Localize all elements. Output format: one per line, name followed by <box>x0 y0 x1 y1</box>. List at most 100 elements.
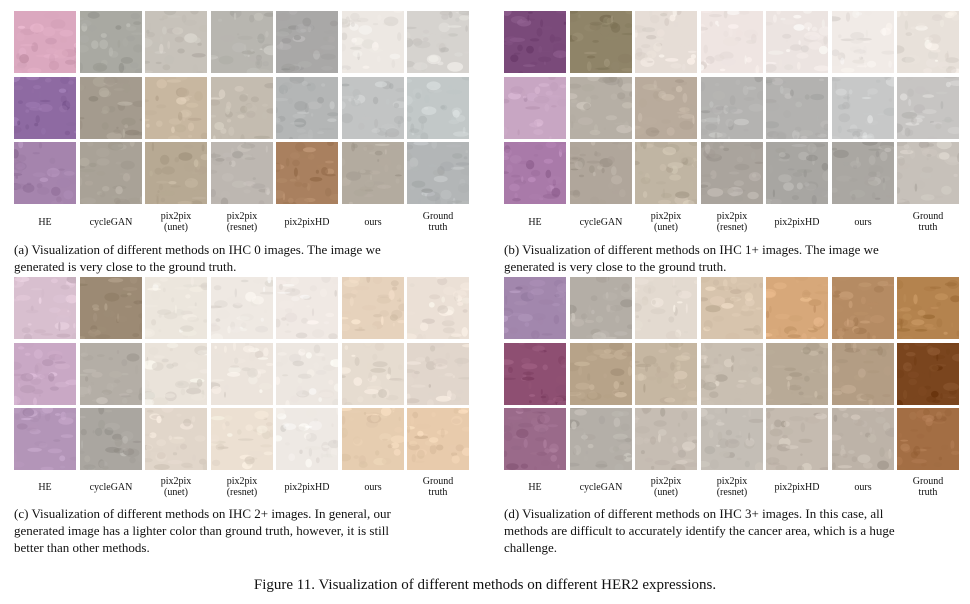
image-tile <box>701 408 763 470</box>
column-label-line: truth <box>918 222 938 233</box>
image-tile <box>897 277 959 339</box>
image-tile <box>14 11 76 73</box>
image-tile <box>211 142 273 204</box>
column-label-line: HE <box>38 217 52 228</box>
image-tile <box>14 343 76 405</box>
image-tile <box>276 142 338 204</box>
column-label-line: pix2pixHD <box>774 482 820 493</box>
column-label-line: (resnet) <box>716 222 748 233</box>
image-tile <box>570 77 632 139</box>
column-label: pix2pix (resnet) <box>211 211 273 233</box>
column-label-line: (unet) <box>164 487 188 498</box>
column-label-line: truth <box>918 487 938 498</box>
column-label: cycleGAN <box>80 217 142 228</box>
image-tile <box>701 142 763 204</box>
image-tile <box>145 142 207 204</box>
column-label: ours <box>832 217 894 228</box>
image-tile <box>14 277 76 339</box>
column-label-line: (resnet) <box>226 487 258 498</box>
panel-d-caption-line: methods are difficult to accurately iden… <box>504 523 895 538</box>
image-tile <box>897 343 959 405</box>
image-tile <box>832 343 894 405</box>
column-label: cycleGAN <box>570 217 632 228</box>
column-label-line: (resnet) <box>716 487 748 498</box>
image-tile <box>504 11 566 73</box>
panel-d-caption: (d) Visualization of different methods o… <box>504 505 960 556</box>
image-tile <box>276 343 338 405</box>
panel-b-caption-line: (b) Visualization of different methods o… <box>504 242 879 257</box>
panel-b-column-labels: HE cycleGAN pix2pix (unet) pix2pix (resnet) pi… <box>504 211 960 241</box>
column-label-line: HE <box>528 217 542 228</box>
image-tile <box>635 343 697 405</box>
image-tile <box>80 408 142 470</box>
column-label-line: pix2pixHD <box>284 217 330 228</box>
column-label-line: ours <box>364 482 382 493</box>
column-label-line: pix2pix <box>716 476 748 487</box>
panel-b-caption: (b) Visualization of different methods o… <box>504 241 960 275</box>
image-tile <box>570 343 632 405</box>
column-label: pix2pixHD <box>766 482 828 493</box>
image-tile <box>766 11 828 73</box>
image-tile <box>80 277 142 339</box>
image-tile <box>276 77 338 139</box>
image-tile <box>407 77 469 139</box>
image-tile <box>145 343 207 405</box>
image-tile <box>897 142 959 204</box>
image-tile <box>832 77 894 139</box>
image-tile <box>832 408 894 470</box>
column-label: pix2pix (resnet) <box>701 211 763 233</box>
image-tile <box>145 408 207 470</box>
image-tile <box>80 343 142 405</box>
column-label-line: (resnet) <box>226 222 258 233</box>
image-tile <box>145 277 207 339</box>
column-label: pix2pix (unet) <box>145 211 207 233</box>
column-label: pix2pix (resnet) <box>211 476 273 498</box>
image-tile <box>342 408 404 470</box>
column-label: cycleGAN <box>570 482 632 493</box>
image-tile <box>407 142 469 204</box>
image-tile <box>14 142 76 204</box>
column-label-line: (unet) <box>654 487 678 498</box>
image-tile <box>276 11 338 73</box>
panel-c-caption-line: generated image has a lighter color than… <box>14 523 389 538</box>
image-tile <box>570 11 632 73</box>
image-tile <box>701 11 763 73</box>
column-label: pix2pixHD <box>276 217 338 228</box>
column-label: pix2pix (resnet) <box>701 476 763 498</box>
column-label-line: ours <box>854 482 872 493</box>
column-label-line: ours <box>854 217 872 228</box>
column-label-line: cycleGAN <box>89 217 133 228</box>
image-tile <box>701 77 763 139</box>
panel-a-caption: (a) Visualization of different methods o… <box>14 241 470 275</box>
image-tile <box>504 277 566 339</box>
panel-d-caption-line: (d) Visualization of different methods o… <box>504 506 884 521</box>
image-tile <box>342 77 404 139</box>
image-tile <box>701 343 763 405</box>
column-label-line: Ground <box>422 476 454 487</box>
image-tile <box>504 408 566 470</box>
column-label-line: ours <box>364 217 382 228</box>
image-tile <box>832 277 894 339</box>
image-tile <box>211 11 273 73</box>
image-tile <box>635 142 697 204</box>
panel-a-column-labels: HE cycleGAN pix2pix (unet) pix2pix (resnet) pi… <box>14 211 470 241</box>
panel-c-caption-line: better than other methods. <box>14 540 150 555</box>
image-tile <box>504 77 566 139</box>
column-label-line: cycleGAN <box>579 217 623 228</box>
image-tile <box>897 11 959 73</box>
column-label-line: pix2pix <box>650 211 682 222</box>
column-label-line: truth <box>428 222 448 233</box>
column-label: pix2pix (unet) <box>635 211 697 233</box>
image-tile <box>570 142 632 204</box>
figure-caption: Figure 11. Visualization of different me… <box>253 577 717 593</box>
column-label-line: pix2pixHD <box>284 482 330 493</box>
image-tile <box>276 408 338 470</box>
column-label-line: pix2pix <box>226 476 258 487</box>
panel-c-column-labels: HE cycleGAN pix2pix (unet) pix2pix (resnet) pi… <box>14 476 470 506</box>
column-label: HE <box>14 217 76 228</box>
image-tile <box>276 277 338 339</box>
image-tile <box>211 343 273 405</box>
column-label-line: Ground <box>422 211 454 222</box>
panel-a-caption-line: generated is very close to the ground tr… <box>14 259 237 274</box>
image-tile <box>211 408 273 470</box>
